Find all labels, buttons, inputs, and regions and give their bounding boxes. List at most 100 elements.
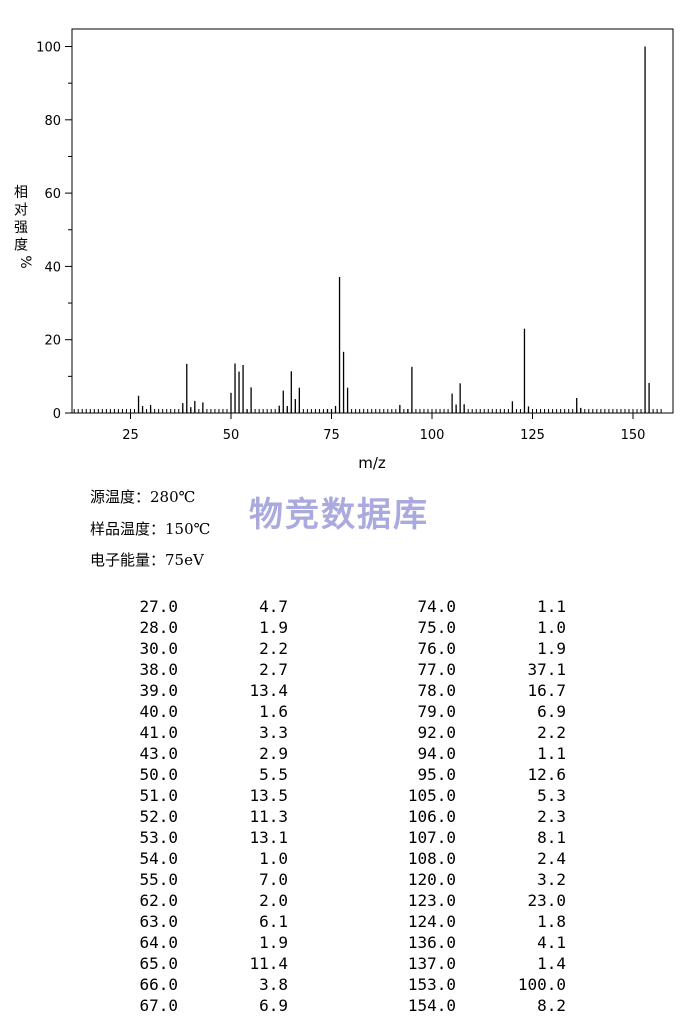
peak-intensity-value: 1.9 <box>537 639 566 658</box>
peak-mz-value: 108.0 <box>407 849 456 868</box>
peak-intensity-value: 11.4 <box>249 954 288 973</box>
peak-mz-value: 76.0 <box>417 639 456 658</box>
x-tick-label: 75 <box>323 428 340 443</box>
peak-intensity-value: 2.2 <box>537 723 566 742</box>
peak-intensity-value: 3.3 <box>259 723 288 742</box>
peak-mz-value: 94.0 <box>417 744 456 763</box>
peak-intensity-value: 13.1 <box>249 828 288 847</box>
peak-intensity-value: 1.0 <box>259 849 288 868</box>
peak-intensity-value: 1.1 <box>537 597 566 616</box>
peak-mz-value: 136.0 <box>407 933 456 952</box>
plot-frame <box>71 28 674 414</box>
peak-intensity-value: 1.9 <box>259 933 288 952</box>
peak-mz-value: 67.0 <box>139 996 178 1015</box>
peak-mz-value: 79.0 <box>417 702 456 721</box>
x-tick-label: 125 <box>520 428 545 443</box>
peak-mz-value: 55.0 <box>139 870 178 889</box>
peak-mz-value: 41.0 <box>139 723 178 742</box>
x-tick-label: 100 <box>420 428 445 443</box>
y-axis-title-char: 相 <box>14 185 28 201</box>
y-minor-ticks <box>68 82 72 377</box>
x-tick-label: 150 <box>621 428 646 443</box>
peak-intensity-value: 37.1 <box>527 660 566 679</box>
peak-intensity-value: 1.8 <box>537 912 566 931</box>
y-axis-title-char: 强 <box>14 220 28 236</box>
peak-intensity-value: 13.4 <box>249 681 288 700</box>
x-minor-ticks <box>73 409 662 413</box>
peak-mz-value: 43.0 <box>139 744 178 763</box>
y-axis-title-char: 对 <box>14 203 28 219</box>
peak-intensity-value: 4.1 <box>537 933 566 952</box>
y-tick-label: 20 <box>44 334 61 349</box>
peak-mz-value: 75.0 <box>417 618 456 637</box>
peak-intensity-value: 1.9 <box>259 618 288 637</box>
peak-mz-value: 92.0 <box>417 723 456 742</box>
peak-mz-value: 64.0 <box>139 933 178 952</box>
peak-mz-value: 54.0 <box>139 849 178 868</box>
peak-intensity-value: 1.6 <box>259 702 288 721</box>
peak-mz-value: 53.0 <box>139 828 178 847</box>
peak-intensity-value: 23.0 <box>527 891 566 910</box>
peak-mz-value: 120.0 <box>407 870 456 889</box>
peak-intensity-value: 6.9 <box>537 702 566 721</box>
peak-intensity-value: 2.9 <box>259 744 288 763</box>
y-axis-ticks: 0 20 40 60 80 100 <box>36 41 72 422</box>
peak-intensity-value: 12.6 <box>527 765 566 784</box>
peak-intensity-value: 5.5 <box>259 765 288 784</box>
peak-mz-value: 107.0 <box>407 828 456 847</box>
peak-mz-value: 137.0 <box>407 954 456 973</box>
peak-mz-value: 95.0 <box>417 765 456 784</box>
peak-intensity-value: 13.5 <box>249 786 288 805</box>
peak-mz-value: 77.0 <box>417 660 456 679</box>
peak-mz-value: 63.0 <box>139 912 178 931</box>
watermark-logo: 物竞数据库 <box>249 495 429 535</box>
source-temperature: 源温度：280℃ <box>90 488 196 506</box>
peak-intensity-value: 2.4 <box>537 849 566 868</box>
x-axis-ticks: 25 50 75 100 125 150 <box>122 413 645 443</box>
peak-mz-value: 40.0 <box>139 702 178 721</box>
peak-intensity-value: 3.8 <box>259 975 288 994</box>
y-tick-label: 60 <box>44 187 61 202</box>
peak-intensity-value: 7.0 <box>259 870 288 889</box>
peak-mz-value: 105.0 <box>407 786 456 805</box>
peak-mz-value: 38.0 <box>139 660 178 679</box>
peak-mz-value: 78.0 <box>417 681 456 700</box>
x-tick-label: 25 <box>122 428 139 443</box>
y-axis-title-char: % <box>17 255 33 268</box>
peak-intensity-value: 8.2 <box>537 996 566 1015</box>
x-axis-title: m/z <box>358 454 386 472</box>
peak-mz-value: 39.0 <box>139 681 178 700</box>
peak-mz-value: 74.0 <box>417 597 456 616</box>
peak-intensity-value: 1.4 <box>537 954 566 973</box>
peak-intensity-value: 5.3 <box>537 786 566 805</box>
peak-intensity-value: 11.3 <box>249 807 288 826</box>
peak-intensity-value: 3.2 <box>537 870 566 889</box>
peak-mz-value: 50.0 <box>139 765 178 784</box>
peak-intensity-value: 2.0 <box>259 891 288 910</box>
peak-mz-value: 154.0 <box>407 996 456 1015</box>
peak-mz-value: 28.0 <box>139 618 178 637</box>
peak-mz-value: 30.0 <box>139 639 178 658</box>
peak-intensity-value: 2.2 <box>259 639 288 658</box>
peak-mz-value: 66.0 <box>139 975 178 994</box>
y-axis-title-char: 度 <box>14 238 28 254</box>
electron-energy: 电子能量：75eV <box>90 551 204 569</box>
peak-intensity-value: 8.1 <box>537 828 566 847</box>
peak-intensity-value: 2.7 <box>259 660 288 679</box>
y-tick-label: 0 <box>53 407 61 422</box>
x-tick-label: 50 <box>223 428 240 443</box>
sample-temperature: 样品温度：150℃ <box>90 520 211 538</box>
peak-mz-value: 153.0 <box>407 975 456 994</box>
y-tick-label: 40 <box>44 260 61 275</box>
peak-intensity-value: 4.7 <box>259 597 288 616</box>
peak-mz-value: 52.0 <box>139 807 178 826</box>
peak-intensity-value: 1.1 <box>537 744 566 763</box>
peak-mz-value: 65.0 <box>139 954 178 973</box>
peak-intensity-value: 6.9 <box>259 996 288 1015</box>
peak-mz-value: 123.0 <box>407 891 456 910</box>
peak-mz-value: 62.0 <box>139 891 178 910</box>
peak-intensity-value: 16.7 <box>527 681 566 700</box>
peak-intensity-value: 1.0 <box>537 618 566 637</box>
